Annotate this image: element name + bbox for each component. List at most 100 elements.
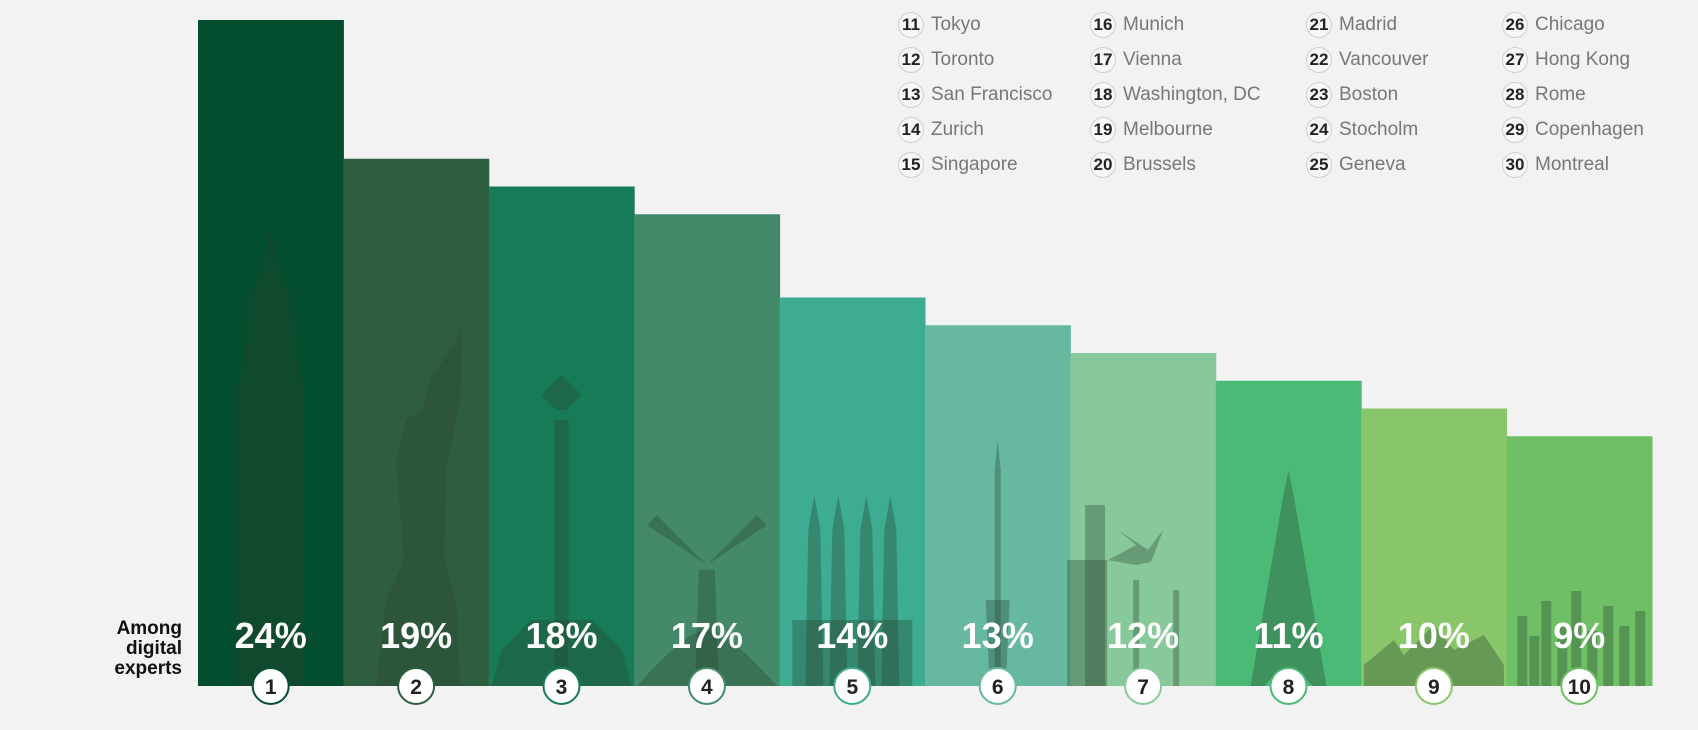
legend-city-name: Stocholm xyxy=(1339,119,1419,140)
eiffel-tower-icon xyxy=(1250,470,1327,686)
bar-value-label-6: 13% xyxy=(962,615,1034,656)
rank-badge-7 xyxy=(1124,667,1163,705)
bar-value-label-1: 24% xyxy=(235,615,307,656)
legend-city-name: Munich xyxy=(1123,14,1185,35)
bar-7 xyxy=(1070,353,1217,686)
legend-city-name: Vancouver xyxy=(1339,49,1429,70)
bar-value-label-4: 17% xyxy=(671,615,743,656)
bar-group-7: 12% 7 xyxy=(1067,353,1217,705)
bar-3 xyxy=(488,186,635,686)
legend-item-13: 13 San Francisco xyxy=(898,80,1052,110)
legend-city-name: Copenhagen xyxy=(1535,119,1644,140)
rank-number-1: 1 xyxy=(265,676,277,699)
legend-item-28: 28 Rome xyxy=(1502,80,1586,110)
rank-badge-10 xyxy=(1560,667,1599,705)
legend-item-25: 25 Geneva xyxy=(1306,150,1406,180)
bar-4 xyxy=(634,214,781,686)
bar-group-10: 9% 10 xyxy=(1506,436,1653,705)
legend-city-name: Hong Kong xyxy=(1535,49,1631,70)
legend-rank-badge: 19 xyxy=(1090,117,1116,143)
legend-item-11: 11 Tokyo xyxy=(898,10,981,40)
legend-city-name: Vienna xyxy=(1123,49,1182,70)
legend-rank-badge: 29 xyxy=(1502,117,1528,143)
legend-rank-badge: 26 xyxy=(1502,12,1528,38)
legend-rank-badge: 25 xyxy=(1306,152,1332,178)
bar-5 xyxy=(779,297,926,686)
legend-rank-badge: 16 xyxy=(1090,12,1116,38)
legend-city-name: San Francisco xyxy=(931,84,1053,105)
big-ben-icon xyxy=(236,230,305,686)
bar-group-3: 18% 3 xyxy=(488,186,635,705)
rank-badge-3 xyxy=(542,667,581,705)
legend-rank-badge: 22 xyxy=(1306,47,1332,73)
legend-city-name: Tokyo xyxy=(931,14,981,35)
bar-value-label-3: 18% xyxy=(525,615,597,656)
legend-rank-badge: 18 xyxy=(1090,82,1116,108)
bar-group-2: 19% 2 xyxy=(343,158,490,705)
bar-2 xyxy=(343,158,490,686)
legend-rank-badge: 20 xyxy=(1090,152,1116,178)
legend-item-24: 24 Stocholm xyxy=(1306,115,1418,145)
legend-item-16: 16 Munich xyxy=(1090,10,1184,40)
legend-rank-badge: 24 xyxy=(1306,117,1332,143)
rank-badge-5 xyxy=(833,667,872,705)
tv-tower-icon xyxy=(985,440,1010,686)
side-label: Among digital experts xyxy=(114,618,182,679)
legend-city-name: Washington, DC xyxy=(1123,84,1261,105)
legend-item-20: 20 Brussels xyxy=(1090,150,1196,180)
rank-badge-9 xyxy=(1414,667,1453,705)
legend-city-name: Chicago xyxy=(1535,14,1605,35)
legend-city-name: Singapore xyxy=(931,154,1018,175)
skyline-icon xyxy=(1517,591,1646,686)
rank-badge-4 xyxy=(687,667,726,705)
rank-number-8: 8 xyxy=(1283,676,1295,699)
legend-item-30: 30 Montreal xyxy=(1502,150,1609,180)
legend-item-19: 19 Melbourne xyxy=(1090,115,1213,145)
legend-city-name: Brussels xyxy=(1123,154,1196,175)
windmill-icon xyxy=(636,515,777,686)
legend-rank-badge: 17 xyxy=(1090,47,1116,73)
legend-rank-badge: 21 xyxy=(1306,12,1332,38)
bar-group-1: 24% 1 xyxy=(198,20,344,705)
bar-value-label-7: 12% xyxy=(1107,615,1179,656)
legend-city-name: Madrid xyxy=(1339,14,1398,35)
legend-item-26: 26 Chicago xyxy=(1502,10,1605,40)
bar-group-8: 11% 8 xyxy=(1215,380,1362,705)
bar-group-6: 13% 6 xyxy=(925,325,1071,705)
legend-city-name: Zurich xyxy=(931,119,984,140)
legend-city-name: Toronto xyxy=(931,49,995,70)
legend-item-27: 27 Hong Kong xyxy=(1502,45,1630,75)
legend-rank-badge: 23 xyxy=(1306,82,1332,108)
bar-group-4: 17% 4 xyxy=(634,214,781,705)
opera-house-icon xyxy=(1363,625,1504,686)
bar-group-9: 10% 9 xyxy=(1361,408,1508,705)
bar-value-label-9: 10% xyxy=(1398,615,1470,656)
legend-item-21: 21 Madrid xyxy=(1306,10,1397,40)
legend-rank-badge: 30 xyxy=(1502,152,1528,178)
legend-rank-badge: 27 xyxy=(1502,47,1528,73)
legend-rank-badge: 15 xyxy=(898,152,924,178)
legend-city-name: Geneva xyxy=(1339,154,1406,175)
legend-city-name: Boston xyxy=(1339,84,1399,105)
bar-9 xyxy=(1361,408,1508,686)
legend-city-name: Melbourne xyxy=(1123,119,1213,140)
legend-item-17: 17 Vienna xyxy=(1090,45,1182,75)
rank-number-4: 4 xyxy=(701,676,713,699)
legend-rank-badge: 13 xyxy=(898,82,924,108)
rank-badge-6 xyxy=(978,667,1017,705)
rank-badge-1 xyxy=(251,667,290,705)
bar-value-label-10: 9% xyxy=(1553,615,1605,656)
statue-of-liberty-icon xyxy=(376,330,463,686)
legend-rank-badge: 11 xyxy=(898,12,924,38)
bar-value-label-8: 11% xyxy=(1253,615,1323,656)
sagrada-familia-icon xyxy=(792,495,913,686)
legend-city-name: Rome xyxy=(1535,84,1586,105)
rank-badge-8 xyxy=(1269,667,1308,705)
rank-number-10: 10 xyxy=(1568,676,1591,699)
bar-6 xyxy=(925,325,1071,686)
rank-number-9: 9 xyxy=(1428,676,1440,699)
angel-of-independence-icon xyxy=(491,375,632,686)
legend-item-23: 23 Boston xyxy=(1306,80,1398,110)
rank-number-3: 3 xyxy=(556,676,568,699)
